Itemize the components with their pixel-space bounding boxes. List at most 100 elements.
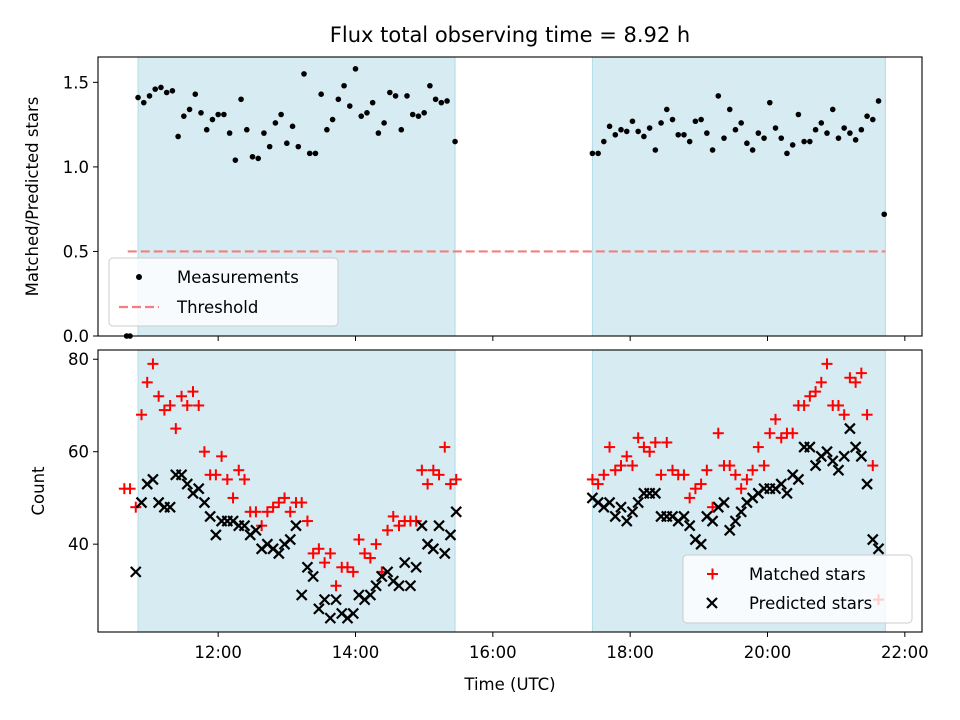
measurement-point xyxy=(266,143,273,150)
predicted-point xyxy=(695,538,707,550)
matched-point xyxy=(592,478,604,490)
measurement-point xyxy=(261,130,267,136)
predicted-point-b xyxy=(324,612,337,624)
matched-point xyxy=(735,483,747,495)
measurement-point xyxy=(392,93,399,99)
measurement-point xyxy=(778,135,785,141)
measurement-point xyxy=(169,88,176,94)
matched-point xyxy=(422,478,434,490)
predicted-point-b xyxy=(872,543,885,555)
bottom-legend: Matched stars Predicted stars xyxy=(682,554,913,624)
measurement-point xyxy=(255,155,262,162)
measurement-point xyxy=(635,128,641,135)
predicted-point-b xyxy=(781,487,793,500)
matched-point xyxy=(867,460,879,472)
predicted-point xyxy=(347,607,359,620)
measurement-point xyxy=(784,150,790,157)
predicted-point-b xyxy=(261,538,274,550)
matched-point xyxy=(324,547,336,559)
predicted-point xyxy=(381,566,394,578)
measurement-point xyxy=(152,86,159,92)
predicted-point-b xyxy=(792,473,805,486)
predicted-point-b xyxy=(735,506,747,518)
legend-matched-label: Matched stars xyxy=(749,565,866,584)
predicted-point-b xyxy=(438,547,451,560)
predicted-point xyxy=(330,593,342,606)
matched-point xyxy=(330,580,342,592)
matched-point xyxy=(198,446,210,458)
x-axis-label: Time (UTC) xyxy=(463,675,555,694)
measurement-point xyxy=(686,138,693,145)
x-tick-label: 14:00 xyxy=(332,643,380,662)
matched-point xyxy=(621,450,633,462)
measurement-point xyxy=(295,143,302,150)
predicted-point-b xyxy=(421,538,434,550)
predicted-point-b xyxy=(838,450,850,463)
legend-frame xyxy=(682,554,913,624)
measurement-point xyxy=(146,93,153,99)
matched-point xyxy=(410,515,422,527)
predicted-point-b xyxy=(387,575,400,587)
matched-point xyxy=(256,520,268,532)
measurement-point xyxy=(812,126,819,133)
predicted-point xyxy=(393,579,405,592)
matched-point xyxy=(416,464,428,476)
matched-point xyxy=(187,386,199,398)
matched-point xyxy=(347,566,359,578)
measurement-point xyxy=(181,113,187,119)
measurement-point xyxy=(749,147,756,153)
measurement-point xyxy=(301,71,307,77)
predicted-point-b xyxy=(666,510,679,523)
measurement-point xyxy=(306,150,313,157)
matched-point xyxy=(176,390,188,402)
measurement-point xyxy=(829,106,836,113)
matched-point xyxy=(364,552,376,564)
measurement-point xyxy=(186,106,193,113)
predicted-point-b xyxy=(330,593,342,606)
predicted-point xyxy=(826,455,839,467)
legend-predicted-label: Predicted stars xyxy=(749,594,872,613)
measurement-point xyxy=(835,135,842,141)
matched-point xyxy=(382,524,394,536)
predicted-point xyxy=(735,506,747,518)
measurement-point xyxy=(601,138,607,145)
predicted-point xyxy=(775,478,788,490)
measurement-point xyxy=(438,99,445,106)
predicted-point-b xyxy=(318,593,331,606)
predicted-point-b xyxy=(775,478,788,490)
measurement-point xyxy=(175,133,181,140)
measurement-point xyxy=(766,99,773,106)
predicted-point xyxy=(729,515,742,527)
predicted-point xyxy=(416,519,428,532)
matched-point xyxy=(359,547,371,559)
legend-matched-marker xyxy=(707,568,718,580)
top-legend: Measurements Threshold xyxy=(108,257,339,327)
measurement-point xyxy=(595,150,601,157)
matched-point xyxy=(701,464,713,476)
matched-point xyxy=(752,441,764,453)
measurement-point xyxy=(221,111,227,118)
predicted-point xyxy=(250,524,262,537)
matched-point xyxy=(855,367,867,379)
matched-point xyxy=(758,460,770,472)
predicted-point-b xyxy=(433,519,445,532)
predicted-point xyxy=(210,529,222,541)
measurement-point xyxy=(807,138,813,145)
predicted-point-b xyxy=(290,519,302,532)
measurement-point xyxy=(738,120,744,126)
matched-point xyxy=(821,358,833,370)
measurement-point xyxy=(881,211,888,218)
predicted-point xyxy=(404,579,417,592)
matched-point xyxy=(838,409,850,421)
predicted-point-b xyxy=(313,603,325,615)
matched-point xyxy=(341,561,353,573)
measurement-point xyxy=(421,110,427,116)
top-y-axis-label: Matched/Predicted stars xyxy=(23,97,42,297)
predicted-point xyxy=(307,570,319,583)
measurement-point xyxy=(432,96,439,103)
measurement-point xyxy=(238,96,244,103)
measurement-point xyxy=(681,131,687,138)
predicted-point-b xyxy=(204,510,216,523)
predicted-point-b xyxy=(444,529,457,541)
matched-point xyxy=(387,510,399,522)
